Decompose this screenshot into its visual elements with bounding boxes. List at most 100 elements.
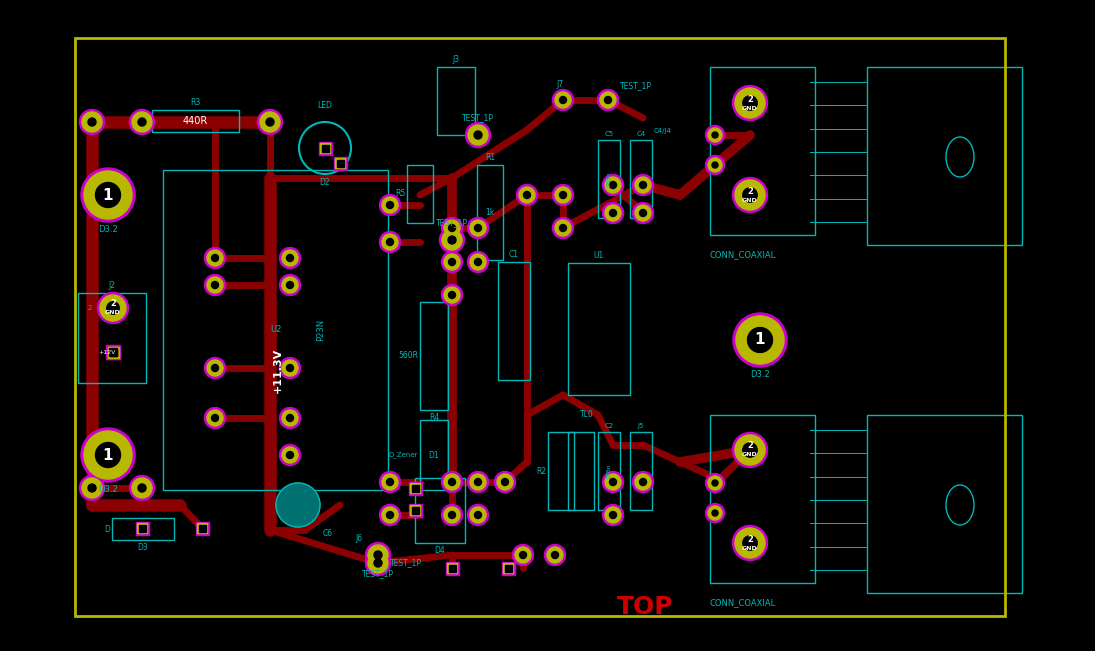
Circle shape: [283, 250, 298, 266]
Circle shape: [443, 220, 460, 236]
Text: R1: R1: [485, 153, 495, 162]
Text: 1k: 1k: [485, 208, 495, 217]
Bar: [152, 110, 239, 132]
Circle shape: [606, 205, 621, 221]
Bar: [498, 262, 530, 380]
Circle shape: [604, 96, 611, 104]
Circle shape: [441, 284, 462, 305]
Bar: [568, 432, 593, 510]
Bar: [408, 503, 422, 516]
Text: CONN_COAXIAL: CONN_COAXIAL: [710, 598, 776, 607]
Circle shape: [600, 92, 616, 108]
Circle shape: [260, 112, 280, 132]
Circle shape: [495, 471, 516, 493]
Text: 188n: 188n: [607, 464, 611, 479]
Text: TEST_1P: TEST_1P: [620, 81, 652, 90]
Circle shape: [497, 474, 512, 490]
Text: TEST_1P: TEST_1P: [390, 559, 422, 568]
Text: R2: R2: [535, 467, 546, 475]
Bar: [449, 564, 456, 572]
Bar: [78, 293, 146, 383]
Bar: [322, 145, 328, 152]
Circle shape: [132, 478, 152, 498]
Circle shape: [374, 551, 382, 559]
Text: 2: 2: [747, 186, 753, 195]
Circle shape: [287, 415, 293, 421]
Circle shape: [449, 512, 456, 518]
Circle shape: [512, 544, 533, 566]
Circle shape: [705, 126, 725, 145]
Circle shape: [279, 445, 300, 465]
Circle shape: [712, 480, 718, 486]
Circle shape: [279, 357, 300, 378]
Text: C4: C4: [636, 131, 646, 137]
Circle shape: [560, 225, 566, 232]
Circle shape: [266, 118, 274, 126]
Text: D3.2: D3.2: [99, 485, 118, 494]
Circle shape: [555, 92, 570, 108]
Circle shape: [374, 559, 382, 567]
Bar: [502, 562, 515, 574]
Circle shape: [449, 292, 456, 299]
Text: R4: R4: [429, 413, 439, 422]
Circle shape: [635, 177, 652, 193]
Circle shape: [382, 234, 397, 250]
Circle shape: [382, 197, 397, 213]
Text: R5: R5: [395, 189, 405, 199]
Bar: [106, 346, 119, 359]
Circle shape: [742, 536, 758, 550]
Circle shape: [705, 503, 725, 523]
Circle shape: [287, 365, 293, 372]
Bar: [415, 478, 465, 543]
Circle shape: [211, 281, 219, 288]
Circle shape: [548, 547, 563, 563]
Circle shape: [84, 171, 132, 219]
Bar: [710, 415, 815, 583]
Circle shape: [470, 507, 486, 523]
Circle shape: [502, 478, 508, 486]
Circle shape: [283, 447, 298, 463]
Circle shape: [523, 191, 530, 199]
Circle shape: [733, 85, 768, 120]
Text: TEST_1P: TEST_1P: [436, 218, 468, 227]
Bar: [867, 67, 1022, 245]
Circle shape: [635, 205, 652, 221]
Circle shape: [705, 156, 725, 174]
Circle shape: [468, 217, 488, 238]
Bar: [163, 170, 388, 490]
Bar: [110, 348, 117, 356]
Circle shape: [205, 247, 226, 268]
Text: D3: D3: [138, 543, 149, 552]
Bar: [446, 562, 459, 574]
Text: GND: GND: [742, 105, 758, 111]
Circle shape: [733, 432, 768, 467]
Bar: [107, 346, 118, 357]
Text: D3.2: D3.2: [750, 370, 770, 379]
Circle shape: [633, 174, 654, 195]
Text: GND: GND: [742, 197, 758, 202]
Circle shape: [468, 505, 488, 525]
Circle shape: [735, 528, 765, 558]
Circle shape: [555, 220, 570, 236]
Bar: [410, 483, 420, 493]
Circle shape: [735, 180, 765, 210]
Circle shape: [449, 225, 456, 232]
Text: D4: D4: [435, 546, 446, 555]
Circle shape: [387, 202, 393, 208]
Bar: [630, 140, 652, 218]
Circle shape: [207, 410, 223, 426]
Text: TOP: TOP: [616, 595, 673, 619]
Circle shape: [129, 475, 154, 501]
Circle shape: [560, 191, 566, 199]
Circle shape: [207, 360, 223, 376]
Circle shape: [736, 316, 784, 364]
Text: C2: C2: [604, 423, 613, 429]
Bar: [407, 165, 433, 223]
Circle shape: [287, 452, 293, 458]
Text: C5: C5: [604, 131, 613, 137]
Circle shape: [100, 295, 126, 321]
Circle shape: [742, 96, 758, 110]
Circle shape: [380, 195, 401, 215]
Circle shape: [735, 435, 765, 465]
Circle shape: [287, 281, 293, 288]
